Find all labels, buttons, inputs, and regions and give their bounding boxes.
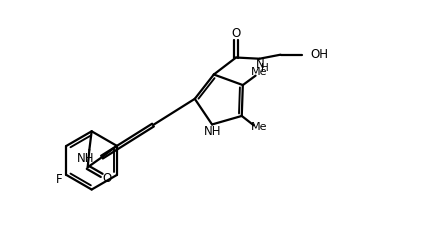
Text: N: N bbox=[256, 58, 265, 71]
Text: Me: Me bbox=[251, 67, 268, 77]
Text: O: O bbox=[231, 27, 241, 40]
Text: OH: OH bbox=[310, 48, 329, 61]
Text: O: O bbox=[102, 172, 111, 185]
Text: NH: NH bbox=[204, 125, 222, 138]
Text: NH: NH bbox=[77, 152, 95, 165]
Text: Me: Me bbox=[251, 122, 267, 132]
Text: H: H bbox=[261, 63, 269, 73]
Text: F: F bbox=[56, 173, 62, 186]
